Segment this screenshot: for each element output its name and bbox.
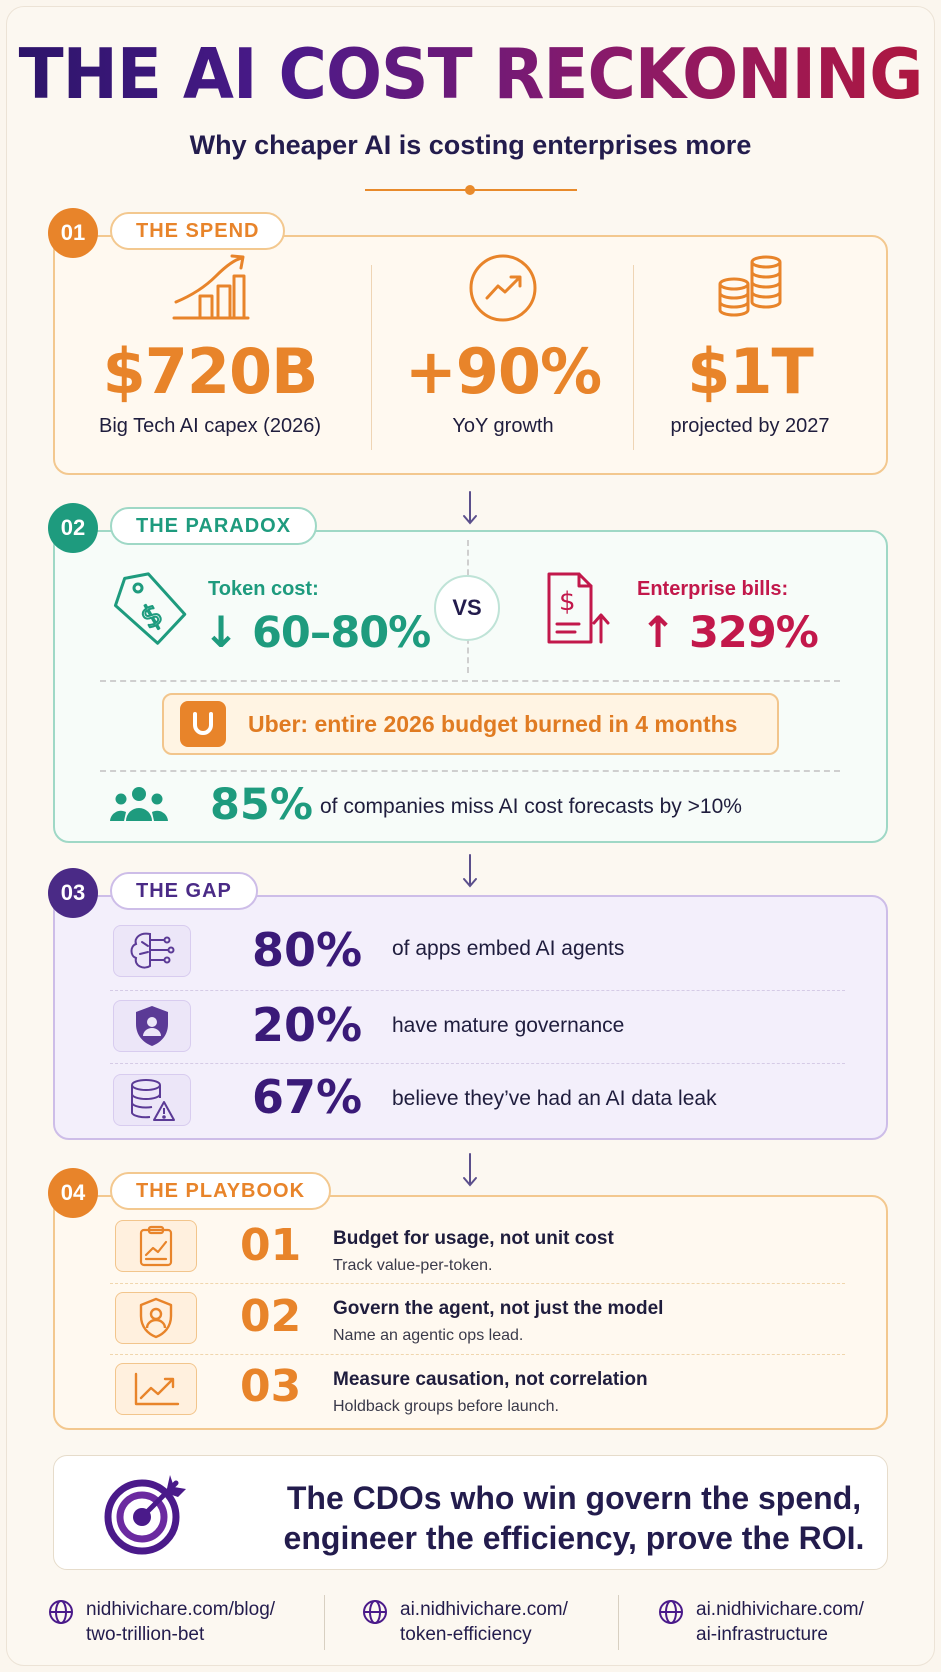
globe-icon <box>363 1600 387 1624</box>
footer-link[interactable]: nidhivichare.com/blog/ two-trillion-bet <box>48 1597 275 1653</box>
footer-link[interactable]: ai.nidhivichare.com/ ai-infrastructure <box>658 1597 864 1653</box>
conclusion-line: engineer the efficiency, prove the ROI. <box>283 1520 865 1556</box>
database-warning-icon <box>113 1074 191 1126</box>
spend-stat: +90% YoY growth <box>378 240 628 450</box>
enterprise-bills-value: ↑ 329% <box>640 608 819 658</box>
footer-link-text[interactable]: ai.nidhivichare.com/ <box>400 1599 568 1620</box>
divider <box>110 990 845 991</box>
playbook-step-detail: Track value-per-token. <box>333 1257 493 1274</box>
shield-user-icon <box>113 1000 191 1052</box>
stat-label: YoY growth <box>452 415 554 437</box>
coin-stacks-icon <box>714 252 786 329</box>
playbook-step-detail: Name an agentic ops lead. <box>333 1327 524 1344</box>
spend-stat: $1T projected by 2027 <box>625 240 875 450</box>
section-number: 04 <box>48 1168 98 1218</box>
gap-card <box>53 895 888 1140</box>
divider <box>110 1063 845 1064</box>
section-title-paradox: THE PARADOX <box>110 507 318 545</box>
spend-card <box>53 235 888 475</box>
stat-value: +90% <box>404 335 602 408</box>
stat-value: $1T <box>687 335 814 408</box>
svg-text:$: $ <box>559 587 576 617</box>
section-number: 03 <box>48 868 98 918</box>
gap-pct: 80% <box>252 923 363 977</box>
footer-link-text[interactable]: ai.nidhivichare.com/ <box>696 1599 864 1620</box>
arrow-down-icon <box>463 491 477 525</box>
divider <box>110 1354 845 1355</box>
people-group-icon <box>108 785 170 830</box>
section-title-gap: THE GAP <box>110 872 258 910</box>
playbook-step-number: 02 <box>240 1291 302 1342</box>
divider <box>110 1283 845 1284</box>
shield-user-icon <box>115 1292 197 1344</box>
uber-callout-text: Uber: entire 2026 budget burned in 4 mon… <box>248 710 738 737</box>
section-number: 01 <box>48 208 98 258</box>
token-cost-label: Token cost: <box>208 578 319 600</box>
line-chart-up-icon <box>115 1363 197 1415</box>
target-arrow-icon <box>104 1471 188 1560</box>
gap-text: of apps embed AI agents <box>392 937 625 960</box>
section-number: 02 <box>48 503 98 553</box>
page-subtitle: Why cheaper AI is costing enterprises mo… <box>189 130 752 160</box>
token-cost-value: ↓ 60–80% <box>203 608 431 658</box>
footer-link-text[interactable]: ai-infrastructure <box>696 1624 828 1645</box>
playbook-step-title: Budget for usage, not unit cost <box>333 1228 614 1249</box>
brain-circuit-icon <box>113 925 191 977</box>
enterprise-bills-label: Enterprise bills: <box>637 578 789 600</box>
divider <box>100 770 840 772</box>
section-title-spend: THE SPEND <box>110 212 286 250</box>
divider <box>100 680 840 682</box>
playbook-step-number: 03 <box>240 1361 302 1412</box>
footer-link-text[interactable]: nidhivichare.com/blog/ <box>86 1599 276 1620</box>
gap-text: believe they’ve had an AI data leak <box>392 1087 717 1110</box>
uber-callout: Uber: entire 2026 budget burned in 4 mon… <box>162 693 779 755</box>
trend-up-circle-icon <box>467 252 539 329</box>
bar-chart-trend-icon <box>170 252 250 329</box>
stat-label: projected by 2027 <box>670 415 830 437</box>
playbook-step-detail: Holdback groups before launch. <box>333 1398 559 1415</box>
svg-text:$: $ <box>135 597 169 637</box>
arrow-down-icon <box>463 854 477 888</box>
stat-label: Big Tech AI capex (2026) <box>99 415 321 437</box>
divider <box>324 1595 325 1650</box>
divider <box>633 265 634 450</box>
stat-value: $720B <box>102 335 319 408</box>
gap-pct: 20% <box>252 998 363 1052</box>
title-divider-dot <box>465 185 475 195</box>
conclusion-text: The CDOs who win govern the spend, engin… <box>274 1478 874 1558</box>
divider <box>618 1595 619 1650</box>
invoice-up-icon: $ <box>545 570 615 651</box>
gap-pct: 67% <box>252 1070 363 1124</box>
footer-link[interactable]: ai.nidhivichare.com/ token-efficiency <box>362 1597 568 1653</box>
playbook-step-title: Measure causation, not correlation <box>333 1369 648 1390</box>
conclusion-line: The CDOs who win govern the spend, <box>286 1480 862 1516</box>
arrow-down-icon <box>463 1153 477 1187</box>
globe-icon <box>49 1600 73 1624</box>
uber-logo-icon <box>180 701 226 747</box>
footer-link-text[interactable]: token-efficiency <box>400 1624 532 1645</box>
divider <box>371 265 372 450</box>
vs-badge: VS <box>434 575 500 641</box>
section-title-playbook: THE PLAYBOOK <box>110 1172 332 1210</box>
forecast-miss-text: of companies miss AI cost forecasts by >… <box>320 795 742 818</box>
page-title: THE AI COST RECKONING <box>0 28 941 123</box>
gap-text: have mature governance <box>392 1014 625 1037</box>
conclusion-box: The CDOs who win govern the spend, engin… <box>53 1455 888 1570</box>
clipboard-chart-icon <box>115 1220 197 1272</box>
playbook-step-title: Govern the agent, not just the model <box>333 1298 664 1319</box>
playbook-step-number: 01 <box>240 1220 302 1271</box>
globe-icon <box>659 1600 683 1624</box>
forecast-miss-pct: 85% <box>210 780 313 830</box>
footer-link-text[interactable]: two-trillion-bet <box>86 1624 205 1645</box>
price-tag-icon: $ <box>108 568 190 655</box>
spend-stat: $720B Big Tech AI capex (2026) <box>85 240 335 450</box>
